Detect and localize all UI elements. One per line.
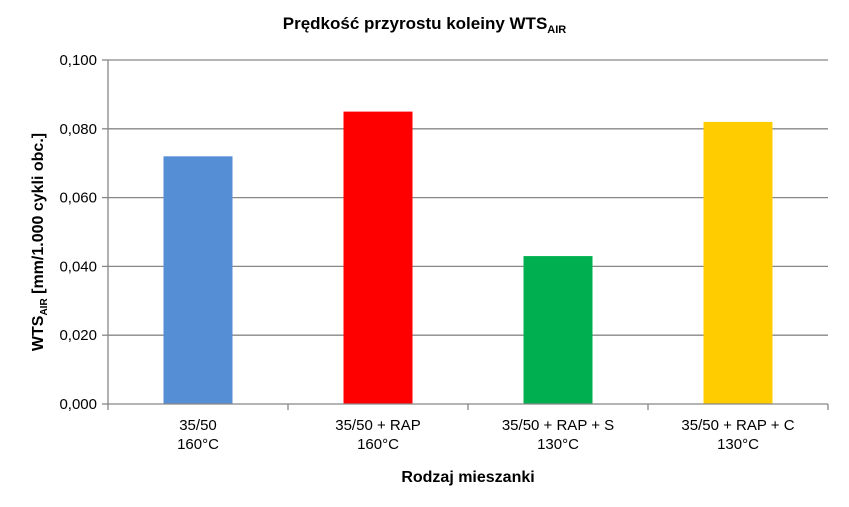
- x-tick-label: 130°C: [537, 436, 579, 453]
- y-tick-label: 0,020: [59, 327, 97, 344]
- y-tick-label: 0,060: [59, 190, 97, 207]
- bar: [343, 111, 413, 404]
- y-tick-label: 0,100: [59, 52, 97, 69]
- bar: [703, 121, 773, 405]
- bar: [163, 156, 233, 404]
- x-tick-label: 35/50: [179, 417, 217, 434]
- y-tick-label: 0,080: [59, 121, 97, 138]
- x-tick-label: 160°C: [177, 436, 219, 453]
- x-axis-title: Rodzaj mieszanki: [401, 469, 535, 486]
- chart-title: Prędkość przyrostu koleiny WTSAIR: [282, 14, 567, 36]
- x-tick-label: 130°C: [717, 436, 759, 453]
- y-tick-label: 0,000: [59, 396, 97, 413]
- bar: [523, 256, 593, 404]
- x-tick-label: 160°C: [357, 436, 399, 453]
- x-tick-label: 35/50 + RAP: [335, 417, 420, 434]
- x-tick-label: 35/50 + RAP + C: [681, 417, 794, 434]
- x-tick-label: 35/50 + RAP + S: [502, 417, 614, 434]
- y-tick-label: 0,040: [59, 258, 97, 275]
